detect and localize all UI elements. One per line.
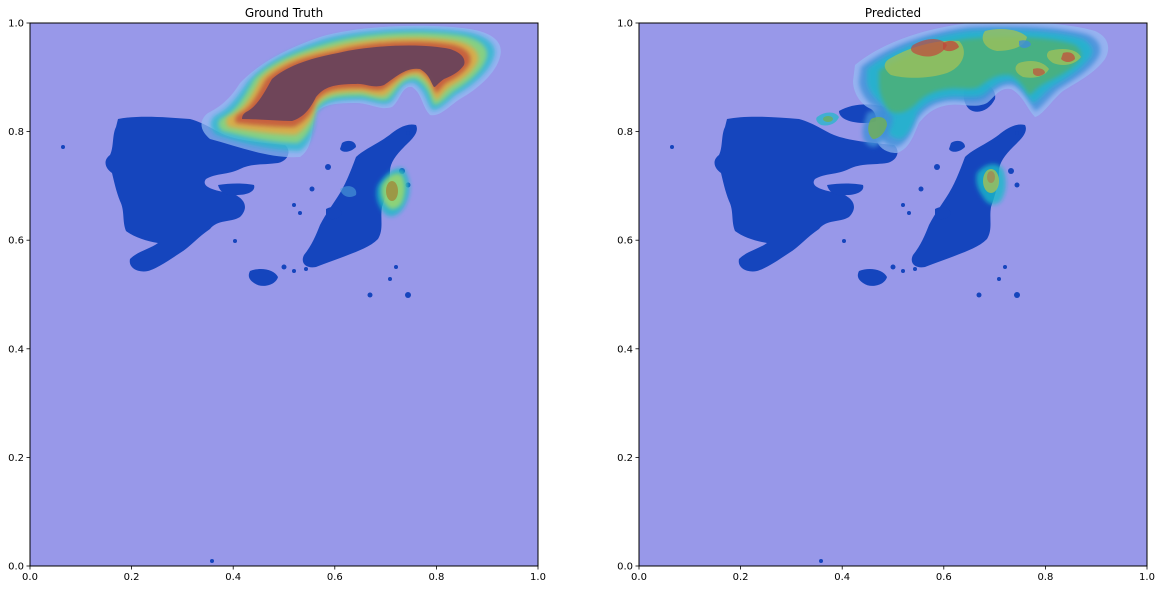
y-axis-ticks: 0.0 0.2 0.4 0.6 0.8 1.0 (8, 19, 30, 573)
x-axis-ticks: 0.0 0.2 0.4 0.6 0.8 1.0 (631, 566, 1155, 583)
x-tick-label: 0.0 (22, 572, 38, 583)
y-tick-label: 0.8 (617, 127, 633, 138)
heat-overlay (816, 23, 1109, 205)
y-tick-label: 0.6 (617, 236, 633, 247)
landmass (61, 116, 417, 563)
plot-frame (638, 22, 1148, 567)
heat-overlay (201, 25, 501, 217)
x-tick-label: 0.2 (733, 572, 749, 583)
ground-truth-panel: 0.0 0.2 0.4 0.6 0.8 1.0 0.0 0.2 0.4 0.6 0.8 1.0 Gr… (8, 6, 546, 583)
y-axis-ticks: 0.0 0.2 0.4 0.6 0.8 1.0 (617, 19, 639, 573)
x-tick-label: 1.0 (1139, 572, 1155, 583)
x-tick-label: 1.0 (530, 572, 546, 583)
y-tick-label: 0.2 (617, 453, 633, 464)
y-tick-label: 0.6 (8, 236, 24, 247)
x-tick-label: 0.6 (327, 572, 343, 583)
y-tick-label: 0.4 (8, 344, 24, 355)
x-tick-label: 0.4 (225, 572, 241, 583)
y-tick-label: 0.0 (8, 562, 24, 573)
plot-frame (29, 22, 539, 567)
x-tick-label: 0.2 (124, 572, 140, 583)
y-tick-label: 0.4 (617, 344, 633, 355)
y-tick-label: 0.8 (8, 127, 24, 138)
x-tick-label: 0.8 (428, 572, 444, 583)
chart-title: Ground Truth (245, 6, 323, 20)
y-tick-label: 0.2 (8, 453, 24, 464)
x-tick-label: 0.0 (631, 572, 647, 583)
x-tick-label: 0.6 (936, 572, 952, 583)
chart-title: Predicted (865, 6, 921, 20)
y-tick-label: 1.0 (8, 19, 24, 30)
predicted-panel: 0.0 0.2 0.4 0.6 0.8 1.0 0.0 0.2 0.4 0.6 0.8 1.0 Pr… (617, 6, 1155, 583)
x-tick-label: 0.8 (1037, 572, 1053, 583)
x-tick-label: 0.4 (834, 572, 850, 583)
x-axis-ticks: 0.0 0.2 0.4 0.6 0.8 1.0 (22, 566, 546, 583)
y-tick-label: 0.0 (617, 562, 633, 573)
y-tick-label: 1.0 (617, 19, 633, 30)
